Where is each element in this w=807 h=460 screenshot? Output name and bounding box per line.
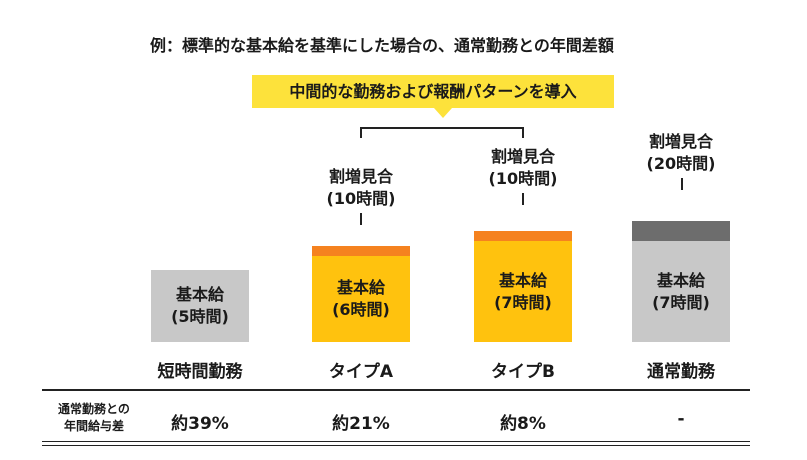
category-short-time: 短時間勤務 xyxy=(157,362,243,382)
bar-overtime-type-b xyxy=(474,231,572,242)
table-top-rule xyxy=(42,389,750,391)
bar-label-type-b: 基本給 (7時間) xyxy=(494,270,552,312)
overtime-tick-type-b xyxy=(522,193,524,205)
bar-base-type-a: 基本給 (6時間) xyxy=(312,255,410,342)
category-type-b: タイプB xyxy=(491,362,555,382)
bar-label-type-a: 基本給 (6時間) xyxy=(332,277,390,319)
group-bracket-left xyxy=(360,127,362,138)
overtime-label-regular: 割増見合 (20時間) xyxy=(646,132,716,173)
diff-regular: - xyxy=(677,409,685,429)
chart-title: 例：標準的な基本給を基準にした場合の、通常勤務との年間差額 xyxy=(150,36,614,55)
category-regular: 通常勤務 xyxy=(647,362,715,382)
bar-label-regular: 基本給 (7時間) xyxy=(652,270,710,312)
highlight-banner: 中間的な勤務および報酬パターンを導入 xyxy=(252,75,614,108)
group-bracket xyxy=(360,127,524,129)
table-bottom-rule-1 xyxy=(42,441,750,442)
diff-type-a: 約21% xyxy=(332,414,390,434)
group-bracket-right xyxy=(522,127,524,138)
banner-pointer xyxy=(434,108,452,118)
overtime-label-type-a: 割増見合 (10時間) xyxy=(326,167,396,208)
diff-type-b: 約8% xyxy=(500,414,546,434)
overtime-tick-regular xyxy=(681,178,683,190)
table-bottom-rule-2 xyxy=(42,445,750,446)
bar-base-type-b: 基本給 (7時間) xyxy=(474,241,572,342)
bar-base-short-time: 基本給 (5時間) xyxy=(151,270,249,342)
overtime-tick-type-a xyxy=(360,213,362,225)
diff-short-time: 約39% xyxy=(171,414,229,434)
bar-base-regular: 基本給 (7時間) xyxy=(632,241,730,342)
bar-label-short-time: 基本給 (5時間) xyxy=(171,285,229,326)
category-type-a: タイプA xyxy=(328,362,394,382)
bar-overtime-regular xyxy=(632,221,730,242)
table-row-label: 通常勤務との 年間給与差 xyxy=(58,402,130,433)
bar-overtime-type-a xyxy=(312,245,410,256)
overtime-label-type-b: 割増見合 (10時間) xyxy=(488,147,558,188)
